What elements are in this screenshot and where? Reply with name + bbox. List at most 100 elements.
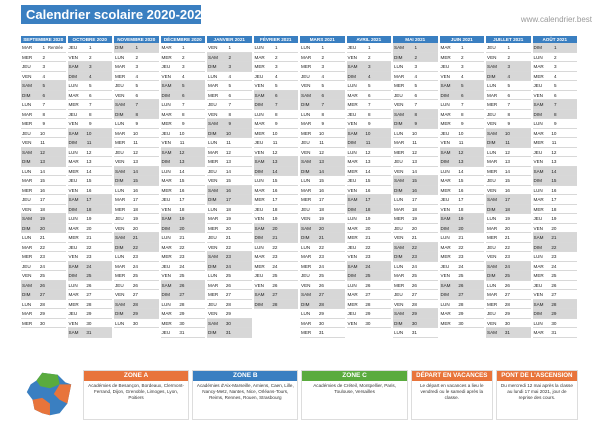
day-cell: DIM 18 [486, 204, 531, 214]
day-cell: LUN 24 [393, 262, 438, 271]
day-cell: SAM 13 [300, 157, 345, 167]
day-cell: DIM 22 [114, 242, 159, 252]
day-cell: VEN 20 [114, 224, 159, 233]
france-map-icon [26, 372, 72, 416]
day-cell: LUN 8 [253, 110, 298, 119]
zone-a-text: Académies de Besançon, Bordeaux, Clermon… [88, 383, 184, 400]
day-cell: DIM 8 [532, 109, 577, 119]
day-cell: JEU 24 [160, 262, 205, 271]
day-cell: LUN 8 [300, 110, 345, 119]
month-header: AOÛT 2021 [532, 36, 577, 43]
day-cell: VEN 18 [21, 205, 66, 214]
day-cell: MER 14 [486, 167, 531, 176]
day-cell: LUN 14 [439, 167, 484, 176]
day-cell: LUN 12 [67, 148, 112, 157]
day-cell: LUN 3 [393, 62, 438, 72]
day-cell: SAM 12 [21, 147, 66, 157]
day-cell: JEU 26 [532, 281, 577, 290]
day-cell: VEN 25 [21, 271, 66, 281]
pont-note: PONT DE L'ASCENSION Du mercredi 12 mai a… [495, 370, 578, 420]
day-cell: MAR 17 [532, 195, 577, 205]
day-cell: JEU 12 [532, 148, 577, 157]
day-cell: DIM 18 [67, 204, 112, 214]
month-header: FÉVRIER 2021 [253, 36, 298, 43]
day-cell: LUN 17 [393, 195, 438, 205]
day-cell: JEU 3 [160, 62, 205, 72]
zone-c-title: ZONE C [302, 371, 407, 381]
day-cell: LUN 26 [346, 281, 391, 290]
day-cell: MAR 6 [346, 91, 391, 100]
day-cell: JEU 19 [114, 214, 159, 224]
day-cell: MAR 23 [300, 252, 345, 262]
day-cell: LUN 1 [300, 43, 345, 53]
day-cell: LUN 31 [393, 328, 438, 338]
event-label: Rentrée [48, 45, 63, 50]
day-cell: VEN 13 [532, 157, 577, 167]
day-cell: MAR 13 [346, 157, 391, 167]
day-cell: MAR 15 [439, 176, 484, 186]
day-cell: JEU 17 [21, 195, 66, 205]
day-cell: JEU 3 [439, 62, 484, 72]
day-cell: LUN 26 [486, 281, 531, 290]
day-cell: LUN 28 [160, 300, 205, 309]
day-cell: LUN 11 [207, 138, 252, 148]
day-cell: MER 28 [346, 300, 391, 309]
day-cell: LUN 7 [160, 100, 205, 110]
day-cell: JEU 24 [21, 262, 66, 271]
day-cell: VEN 18 [439, 205, 484, 214]
day-cell: VEN 16 [67, 186, 112, 195]
day-cell: VEN 15 [207, 176, 252, 186]
day-cell: MER 10 [300, 129, 345, 138]
day-cell: JEU 28 [207, 300, 252, 309]
day-cell: LUN 28 [439, 300, 484, 309]
day-cell: DIM 31 [207, 328, 252, 338]
day-cell: SAM 23 [207, 252, 252, 262]
day-cell: MAR 20 [67, 224, 112, 233]
day-cell: LUN 22 [253, 243, 298, 252]
day-cell: MAR 30 [300, 319, 345, 328]
day-cell: VEN 8 [207, 110, 252, 119]
day-cell: SAM 6 [300, 90, 345, 100]
day-cell: MAR 18 [393, 205, 438, 214]
day-cell: DIM 3 [207, 62, 252, 72]
day-cell: MER 9 [439, 119, 484, 129]
day-cell: SAM 14 [532, 166, 577, 176]
month-column: JUIN 2021 MAR 1 MER 2 JEU 3 VEN 4 SAM 5 DIM 6 LUN 7 MAR… [439, 36, 484, 338]
day-cell: LUN 19 [346, 214, 391, 224]
day-cell: SAM 28 [532, 299, 577, 309]
day-cell: MER 6 [207, 91, 252, 100]
day-cell: MAR 8 [439, 110, 484, 119]
day-cell: MER 23 [21, 252, 66, 262]
day-cell: LUN 25 [207, 271, 252, 281]
day-cell: SAM 26 [21, 280, 66, 290]
day-cell: JEU 11 [253, 138, 298, 148]
day-cell: SAM 7 [114, 100, 159, 110]
day-cell: DIM 24 [207, 261, 252, 271]
zone-c-legend: ZONE C Académies de Créteil, Montpellier… [301, 370, 408, 420]
day-cell: DIM 21 [300, 233, 345, 243]
day-cell: MER 17 [253, 195, 298, 205]
day-cell: MAR 2 [253, 53, 298, 62]
day-cell: MAR 15 [21, 176, 66, 186]
day-cell: MER 30 [160, 319, 205, 328]
day-cell: SAM 12 [160, 147, 205, 157]
zone-b-legend: ZONE B Académies d'Aix-Marseille, Amiens… [192, 370, 299, 420]
day-cell: MAR 15 [160, 176, 205, 186]
zone-b-title: ZONE B [193, 371, 298, 381]
day-cell: MER 28 [486, 300, 531, 309]
day-cell: DIM 25 [486, 271, 531, 281]
month-column: DÉCEMBRE 2020 MAR 1 MER 2 JEU 3 VEN 4 SAM 5 DIM 6 LUN… [160, 36, 205, 338]
day-cell: MAR 1 [160, 43, 205, 53]
website-link[interactable]: www.calendrier.best [520, 15, 592, 24]
day-cell: DIM 6 [21, 90, 66, 100]
day-cell: SAM 5 [21, 81, 66, 91]
day-cell: JEU 22 [67, 243, 112, 252]
day-cell: DIM 16 [393, 185, 438, 195]
day-cell: DIM 7 [300, 100, 345, 110]
day-cell: SAM 27 [300, 290, 345, 300]
day-cell: MAR 26 [207, 281, 252, 290]
day-cell: MAR 6 [67, 91, 112, 100]
day-cell: MER 3 [300, 62, 345, 72]
day-cell: SAM 3 [486, 62, 531, 72]
day-cell: SAM 29 [393, 309, 438, 319]
